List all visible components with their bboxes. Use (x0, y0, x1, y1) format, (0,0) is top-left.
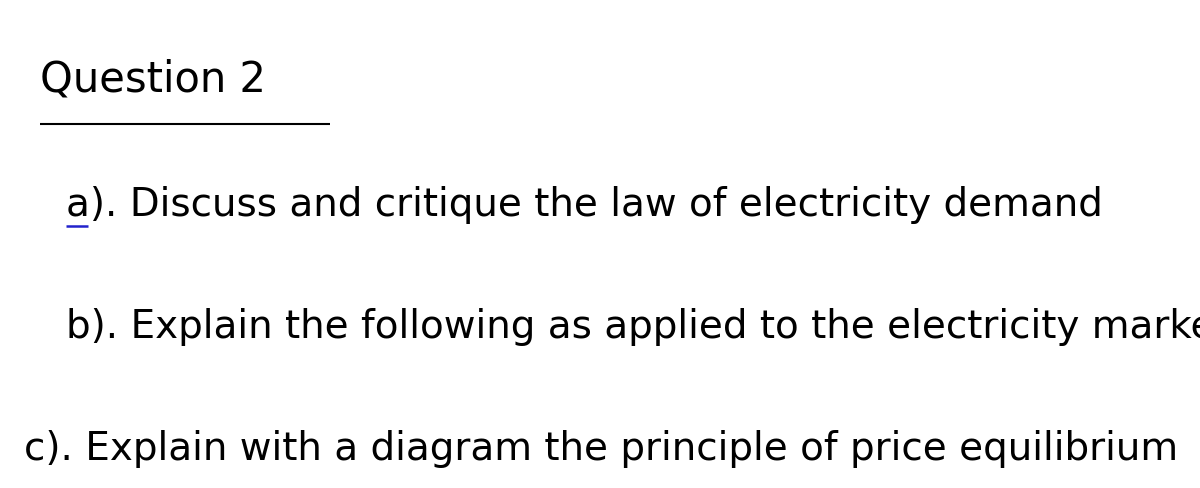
Text: Question 2: Question 2 (40, 59, 265, 101)
Text: c). Explain with a diagram the principle of price equilibrium: c). Explain with a diagram the principle… (24, 429, 1178, 468)
Text: a). Discuss and critique the law of electricity demand: a). Discuss and critique the law of elec… (66, 185, 1103, 224)
Text: b). Explain the following as applied to the electricity market.: b). Explain the following as applied to … (66, 307, 1200, 346)
